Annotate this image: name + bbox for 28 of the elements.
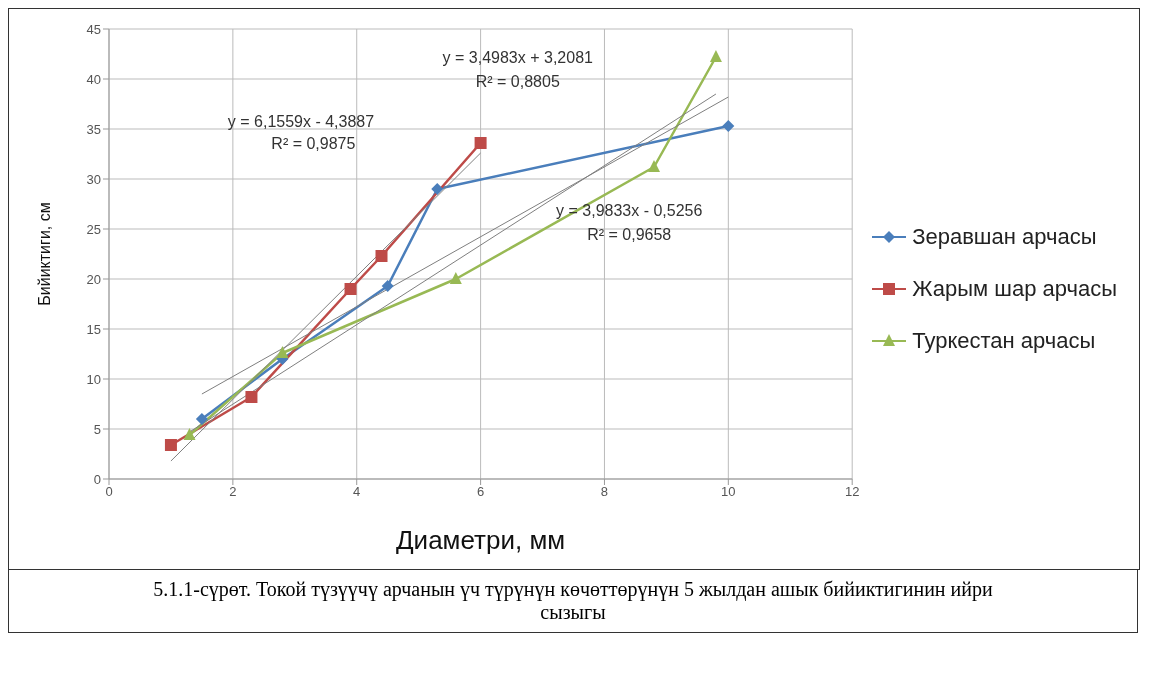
x-tick-label: 4	[353, 484, 361, 500]
x-tick-label: 8	[600, 484, 609, 500]
x-tick-label: 0	[105, 484, 113, 500]
y-tick-label: 45	[86, 21, 101, 37]
legend-label: Зеравшан арчасы	[912, 224, 1097, 250]
text: 5.1.1-сүрөт. Токой түзүүчү арчанын үч түрүнүн көчөттөрүнүн 5 жылдан ашык бийиктигинин ийри сызыгы	[8, 570, 1138, 633]
y-tick-label: 10	[86, 371, 101, 387]
x-axis-title: Диаметри, мм	[396, 525, 566, 555]
x-tick-label: 10	[721, 484, 736, 500]
x-tick-label: 2	[229, 484, 237, 500]
y-tick-label: 40	[86, 71, 101, 87]
annotation: R² = 0,9658	[587, 225, 672, 243]
y-tick-label: 35	[86, 121, 101, 137]
legend-label: Туркестан арчасы	[912, 328, 1096, 354]
y-tick-label: 30	[86, 171, 101, 187]
annotation: y = 6,1559x - 4,3887	[227, 112, 375, 130]
y-tick-label: 20	[86, 271, 101, 287]
y-axis-title: Бийиктиги, см	[35, 202, 53, 306]
annotation: R² = 0,8805	[475, 72, 560, 90]
y-tick-label: 0	[93, 471, 101, 487]
legend-label: Жарым шар арчасы	[912, 276, 1117, 302]
y-tick-label: 15	[86, 321, 101, 337]
y-tick-label: 25	[86, 221, 101, 237]
annotation: y = 3,4983x + 3,2081	[442, 48, 594, 66]
annotation: R² = 0,9875	[271, 134, 356, 152]
y-tick-label: 5	[93, 421, 101, 437]
x-tick-label: 6	[476, 484, 485, 500]
x-tick-label: 12	[844, 484, 860, 500]
